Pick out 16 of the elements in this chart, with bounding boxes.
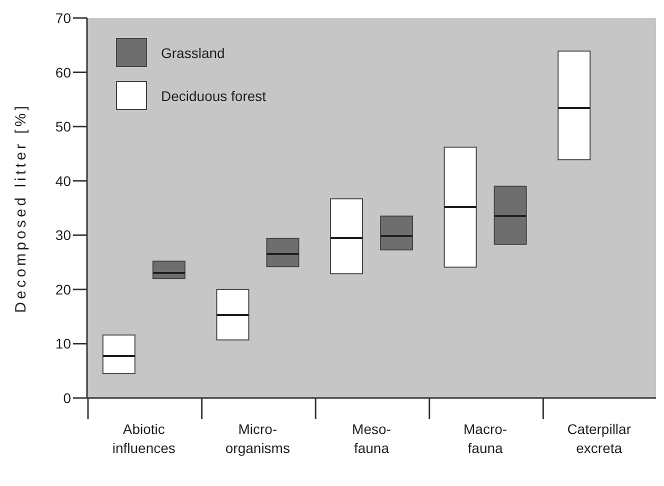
y-tick-label: 60: [55, 64, 72, 80]
x-tick-label: Meso-fauna: [352, 421, 392, 456]
x-tick-label: Caterpillar excreta: [567, 421, 632, 456]
x-tick-label: Abiotic influences: [112, 421, 176, 456]
y-tick-label: 30: [55, 227, 72, 244]
y-axis-title: Decomposed litter [%]: [12, 103, 30, 313]
legend-label: Grassland: [161, 44, 225, 60]
x-tick-label: Macro-fauna: [464, 421, 508, 456]
y-tick-label: 70: [55, 10, 72, 26]
y-tick-label: 20: [55, 281, 72, 298]
y-tick-label: 50: [55, 118, 72, 135]
y-tick-label: 10: [55, 336, 72, 352]
legend-label: Deciduous forest: [161, 88, 266, 104]
y-tick-label: 40: [55, 172, 72, 189]
x-tick-label: Micro-organisms: [225, 421, 290, 456]
y-tick-label: 0: [63, 390, 72, 406]
